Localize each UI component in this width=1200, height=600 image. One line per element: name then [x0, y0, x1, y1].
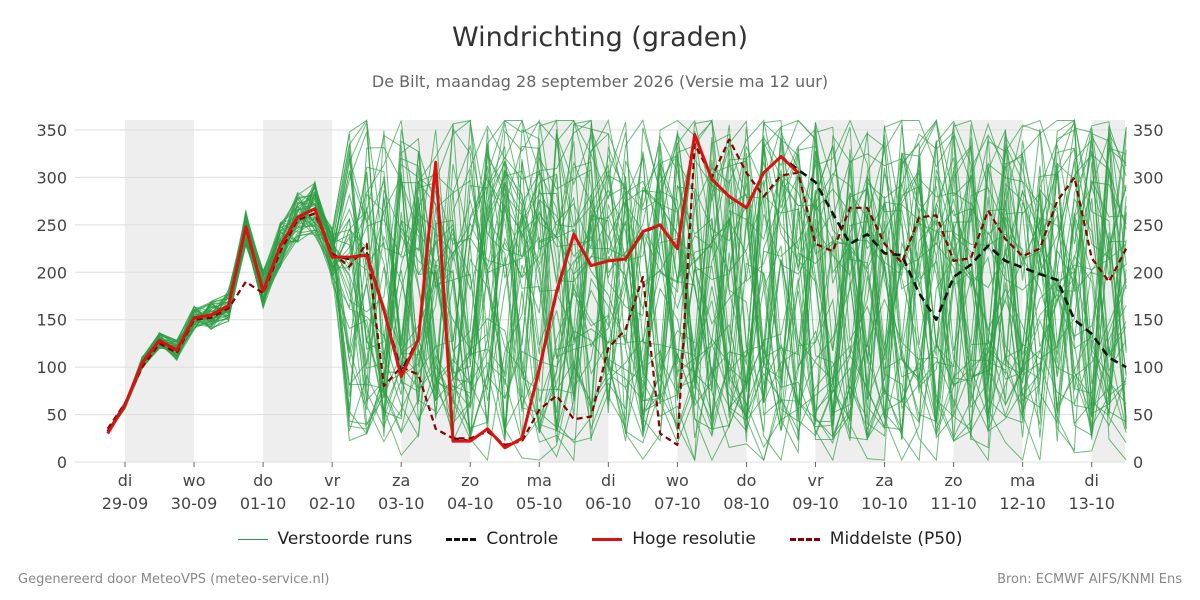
x-tick-weekday: za	[392, 471, 410, 490]
x-tick-date: 29-09	[102, 494, 149, 513]
legend-swatch	[446, 537, 477, 541]
ensemble-run-line	[107, 133, 1127, 441]
x-tick-date: 06-10	[585, 494, 632, 513]
y-tick-label-right: 250	[1133, 216, 1164, 235]
legend-item: Hoge resolutie	[592, 529, 756, 549]
legend-item: Verstoorde runs	[237, 529, 413, 549]
ensemble-runs	[107, 118, 1127, 462]
x-tick-weekday: za	[875, 471, 893, 490]
x-tick-date: 02-10	[309, 494, 356, 513]
chart-title: Windrichting (graden)	[451, 22, 749, 53]
chart-subtitle: De Bilt, maandag 28 september 2026 (Vers…	[371, 72, 829, 91]
shade-band-1	[263, 120, 333, 462]
x-tick-weekday: di	[118, 471, 133, 490]
y-tick-label-right: 150	[1133, 311, 1164, 330]
y-tick-label-right: 50	[1133, 406, 1153, 425]
legend-swatch	[237, 538, 268, 540]
x-tick-weekday: zo	[945, 471, 963, 490]
footer-credit: Gegenereerd door MeteoVPS (meteo-service…	[18, 572, 330, 587]
y-tick-label-left: 350	[36, 121, 67, 140]
legend-label: Middelste (P50)	[829, 529, 963, 549]
legend: Verstoorde runs Controle Hoge resolutie Mid…	[0, 529, 1200, 549]
main-series	[106, 133, 1128, 450]
footer-source: Bron: ECMWF AIFS/KNMI Ens	[997, 572, 1182, 587]
legend-label: Verstoorde runs	[277, 529, 413, 549]
legend-swatch	[592, 537, 623, 541]
x-tick-weekday: do	[253, 471, 273, 490]
x-tick-weekday: wo	[183, 471, 206, 490]
legend-label: Controle	[486, 529, 559, 549]
y-tick-label-left: 50	[47, 406, 67, 425]
ensemble-run-line	[107, 146, 1127, 441]
legend-label: Hoge resolutie	[632, 529, 756, 549]
x-tick-weekday: di	[601, 471, 616, 490]
x-tick-weekday: zo	[461, 471, 479, 490]
x-tick-date: 09-10	[792, 494, 839, 513]
ensemble-run-line	[107, 126, 1127, 455]
y-axis-left: 0 50 100 150 200 250 300 350	[36, 121, 67, 472]
y-tick-label-right: 100	[1133, 358, 1164, 377]
x-tick-weekday: wo	[666, 471, 689, 490]
y-tick-label-right: 200	[1133, 263, 1164, 282]
ensemble-run-line	[107, 129, 1127, 462]
ensemble-run-line	[107, 121, 1127, 439]
x-tick-date: 07-10	[654, 494, 701, 513]
x-tick-weekday: vr	[324, 471, 340, 490]
x-axis: di 29-09 wo 30-09 do 01-10 vr 02-10 za 03-10 zo 04-…	[102, 462, 1115, 513]
y-tick-label-left: 250	[36, 216, 67, 235]
legend-swatch	[789, 537, 820, 541]
hires-line	[106, 133, 800, 450]
x-tick-date: 11-10	[930, 494, 977, 513]
x-tick-weekday: do	[736, 471, 756, 490]
median-line	[106, 138, 1128, 446]
x-tick-date: 03-10	[378, 494, 425, 513]
x-tick-weekday: ma	[1010, 471, 1035, 490]
x-tick-date: 10-10	[861, 494, 908, 513]
shade-band-0	[125, 120, 195, 462]
y-tick-label-left: 150	[36, 311, 67, 330]
y-axis-right: 0 50 100 150 200 250 300 350	[1133, 121, 1164, 472]
y-tick-label-right: 300	[1133, 168, 1164, 187]
y-tick-label-right: 350	[1133, 121, 1164, 140]
x-tick-date: 13-10	[1068, 494, 1115, 513]
ensemble-run-line	[107, 119, 1127, 437]
x-tick-date: 05-10	[516, 494, 563, 513]
y-tick-label-right: 0	[1133, 453, 1143, 472]
ensemble-run-line	[107, 131, 1127, 435]
ensemble-run-line	[107, 120, 1127, 433]
y-tick-label-left: 300	[36, 168, 67, 187]
x-tick-date: 08-10	[723, 494, 770, 513]
y-tick-label-left: 100	[36, 358, 67, 377]
y-tick-label-left: 0	[57, 453, 67, 472]
x-tick-date: 04-10	[447, 494, 494, 513]
legend-item: Middelste (P50)	[789, 529, 963, 549]
x-tick-weekday: ma	[527, 471, 552, 490]
x-tick-date: 01-10	[240, 494, 287, 513]
x-tick-date: 30-09	[171, 494, 218, 513]
y-tick-label-left: 200	[36, 263, 67, 282]
x-tick-date: 12-10	[999, 494, 1046, 513]
x-tick-weekday: vr	[807, 471, 823, 490]
x-tick-weekday: di	[1084, 471, 1099, 490]
legend-item: Controle	[446, 529, 558, 549]
